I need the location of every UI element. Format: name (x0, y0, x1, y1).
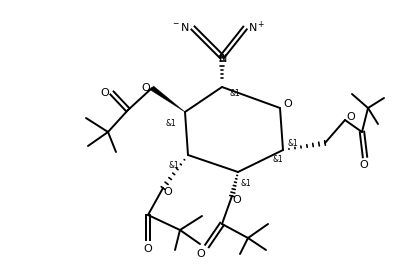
Text: O: O (143, 244, 152, 254)
Text: O: O (163, 187, 173, 197)
Polygon shape (151, 86, 185, 112)
Text: &1: &1 (288, 140, 298, 149)
Text: O: O (360, 160, 368, 170)
Text: O: O (101, 88, 109, 98)
Text: $^-$N: $^-$N (171, 21, 190, 33)
Text: &1: &1 (169, 160, 179, 169)
Text: &1: &1 (165, 119, 176, 128)
Text: &1: &1 (241, 180, 252, 188)
Text: &1: &1 (273, 156, 283, 165)
Text: N$^+$: N$^+$ (248, 19, 266, 35)
Text: &1: &1 (230, 88, 241, 97)
Text: O: O (233, 195, 241, 205)
Text: O: O (141, 83, 151, 93)
Text: N: N (219, 54, 227, 64)
Text: O: O (347, 112, 355, 122)
Text: O: O (196, 249, 206, 259)
Text: O: O (284, 99, 292, 109)
